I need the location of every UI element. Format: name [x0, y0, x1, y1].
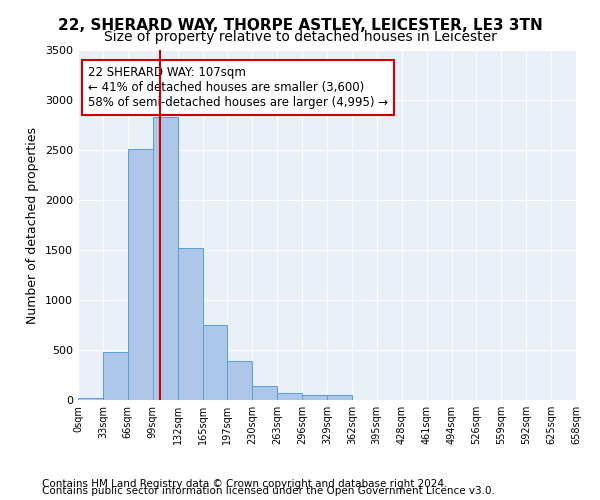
Text: 22 SHERARD WAY: 107sqm
← 41% of detached houses are smaller (3,600)
58% of semi-: 22 SHERARD WAY: 107sqm ← 41% of detached…	[88, 66, 388, 109]
Text: Size of property relative to detached houses in Leicester: Size of property relative to detached ho…	[104, 30, 496, 44]
Bar	[178, 248, 203, 400]
Text: Contains HM Land Registry data © Crown copyright and database right 2024.: Contains HM Land Registry data © Crown c…	[42, 479, 448, 489]
Bar	[227, 361, 253, 400]
Bar	[152, 117, 178, 400]
Bar	[203, 325, 227, 400]
Bar	[302, 395, 327, 400]
Bar	[103, 352, 128, 400]
Y-axis label: Number of detached properties: Number of detached properties	[26, 126, 40, 324]
Bar	[128, 149, 153, 400]
Text: 22, SHERARD WAY, THORPE ASTLEY, LEICESTER, LE3 3TN: 22, SHERARD WAY, THORPE ASTLEY, LEICESTE…	[58, 18, 542, 32]
Bar	[78, 398, 103, 400]
Text: Contains public sector information licensed under the Open Government Licence v3: Contains public sector information licen…	[42, 486, 495, 496]
Bar	[327, 395, 352, 400]
Bar	[277, 393, 302, 400]
Bar	[253, 386, 277, 400]
